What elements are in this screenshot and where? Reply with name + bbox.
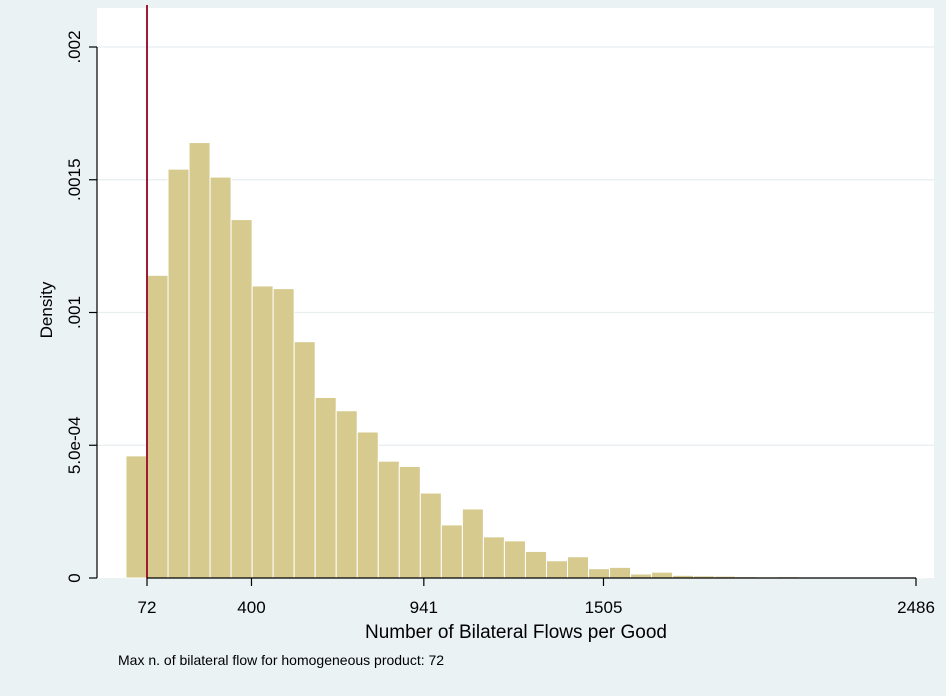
footnote: Max n. of bilateral flow for homogeneous… — [118, 652, 445, 668]
x-tick-label: 1505 — [585, 598, 623, 617]
histogram-bar — [651, 571, 674, 579]
histogram-bar — [545, 560, 568, 579]
histogram-bar — [524, 550, 547, 579]
histogram-bar — [146, 274, 169, 579]
axes: 72 400 941 1505 2486 0 5.0e-04 .001 .0015 .002 — [65, 30, 935, 617]
x-axis-title: Number of Bilateral Flows per Good — [365, 622, 667, 643]
histogram-bar — [503, 540, 526, 579]
histogram-bar — [398, 465, 421, 579]
histogram-bar — [167, 168, 190, 579]
histogram-bars — [125, 142, 926, 579]
histogram-bar — [377, 460, 400, 579]
y-tick-label: 0 — [65, 573, 84, 582]
histogram-bar — [461, 508, 484, 579]
histogram-bar — [566, 556, 590, 579]
x-tick-label: 72 — [138, 598, 157, 617]
y-tick-label: .0015 — [65, 158, 84, 201]
y-axis-title: Density — [37, 281, 56, 338]
histogram-bar — [188, 142, 211, 579]
histogram-bar — [335, 410, 358, 579]
histogram-bar — [356, 431, 379, 579]
histogram-bar — [440, 524, 463, 579]
histogram-bar — [609, 566, 632, 579]
y-tick-label: .002 — [65, 30, 84, 63]
histogram-bar — [588, 568, 611, 579]
histogram-bar — [293, 341, 316, 579]
histogram-bar — [314, 396, 337, 579]
histogram-bar — [272, 288, 295, 579]
histogram-bar — [251, 285, 274, 579]
histogram-bar — [125, 455, 148, 579]
histogram-bar — [419, 492, 442, 579]
x-tick-label: 2486 — [897, 598, 935, 617]
histogram-bar — [230, 219, 253, 579]
histogram-bar — [209, 176, 232, 579]
x-tick-label: 400 — [237, 598, 265, 617]
x-tick-label: 941 — [410, 598, 438, 617]
histogram-bar — [482, 536, 505, 579]
y-tick-label: 5.0e-04 — [65, 416, 84, 474]
y-tick-label: .001 — [65, 296, 84, 329]
